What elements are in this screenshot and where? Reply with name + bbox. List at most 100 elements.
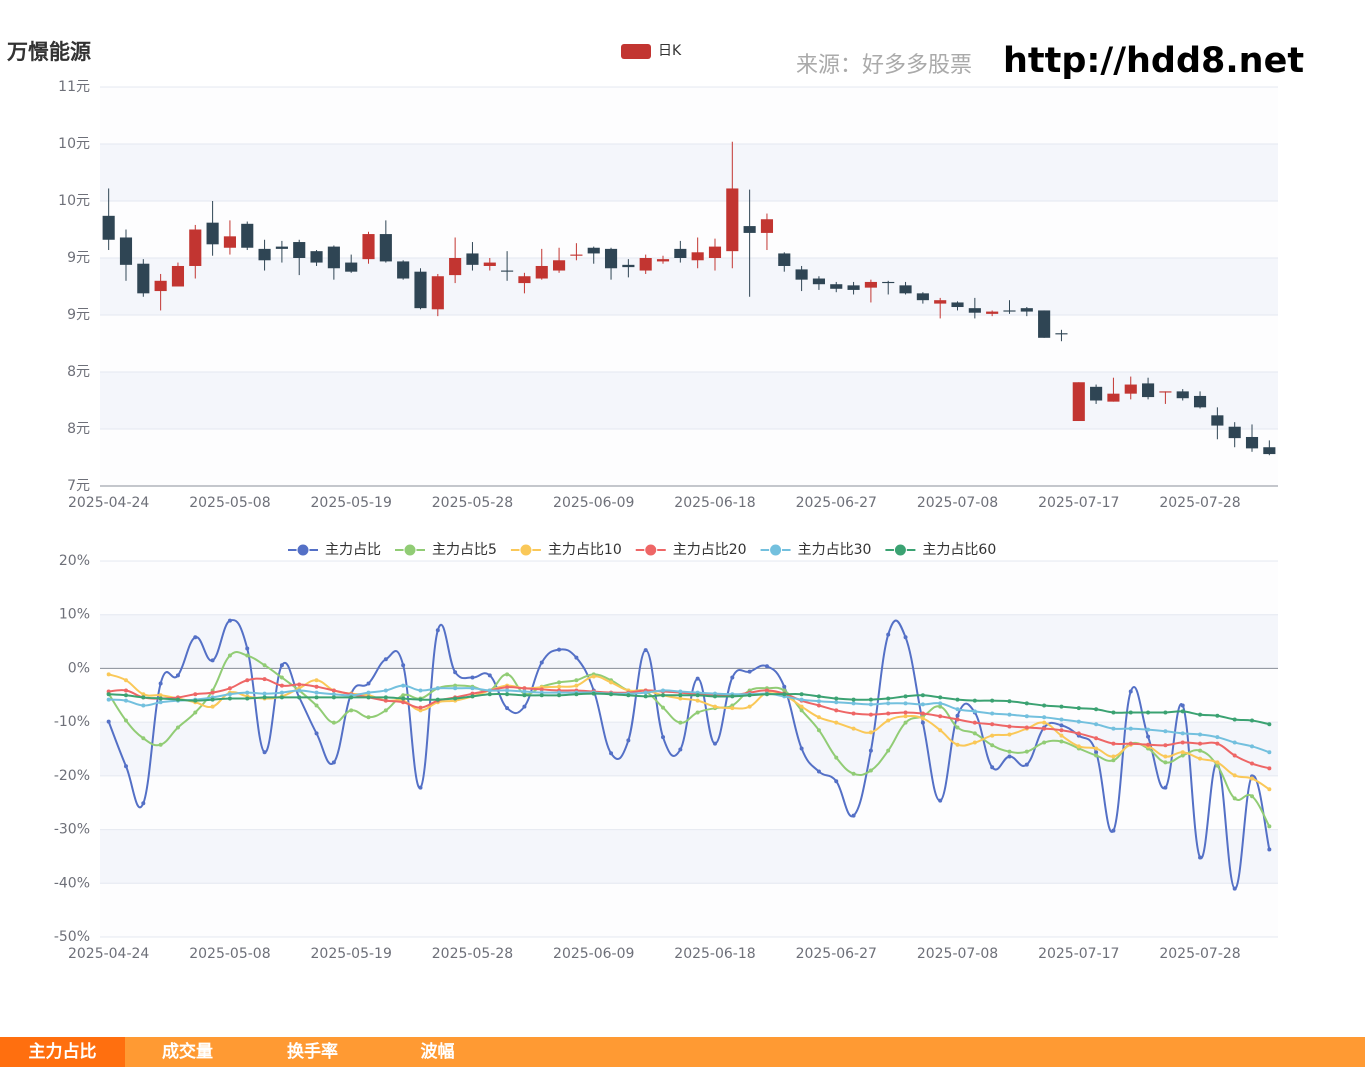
line-point <box>695 676 700 681</box>
line-point <box>834 720 839 725</box>
line-point <box>141 801 146 806</box>
candle-body <box>587 247 600 254</box>
line-point <box>297 688 302 693</box>
legend-label: 主力占比5 <box>432 542 497 558</box>
candle-body <box>760 219 774 233</box>
line-point <box>1215 741 1220 746</box>
tab[interactable]: 成交量 <box>162 1042 213 1062</box>
line-point <box>834 696 839 701</box>
line-point <box>955 725 960 730</box>
candle-body <box>449 258 462 276</box>
line-point <box>782 684 787 689</box>
line-point <box>661 705 666 710</box>
legend-icon <box>621 44 651 59</box>
line-point <box>1215 760 1220 765</box>
line-point <box>938 695 943 700</box>
line-point <box>349 695 354 700</box>
line-point <box>366 681 371 686</box>
line-point <box>661 735 666 740</box>
y-tick-label: 10元 <box>58 136 90 152</box>
line-point <box>851 711 856 716</box>
line-point <box>972 698 977 703</box>
line-point <box>314 695 319 700</box>
line-point <box>972 740 977 745</box>
line-point <box>1180 753 1185 758</box>
line-point <box>782 692 787 697</box>
line-point <box>609 680 614 685</box>
tab[interactable]: 换手率 <box>287 1042 338 1062</box>
legend-label: 主力占比10 <box>548 542 622 558</box>
line-point <box>1163 785 1168 790</box>
line-point <box>990 743 995 748</box>
line-point <box>1059 704 1064 709</box>
line-point <box>678 696 683 701</box>
line-point <box>227 686 232 691</box>
line-point <box>990 722 995 727</box>
line-point <box>383 688 388 693</box>
line-point <box>1267 787 1272 792</box>
y-tick-label: -40% <box>54 875 90 891</box>
legend-icon-dot <box>893 543 907 557</box>
line-point <box>349 708 354 713</box>
x-tick-label: 2025-07-17 <box>1038 946 1119 962</box>
candle-body <box>1072 382 1085 422</box>
line-point <box>557 684 562 689</box>
line-point <box>1024 714 1029 719</box>
line-point <box>1059 717 1064 722</box>
candle-body <box>1003 310 1016 312</box>
line-point <box>816 699 821 704</box>
line-point <box>279 663 284 668</box>
line-point <box>747 693 752 698</box>
line-point <box>245 690 250 695</box>
x-tick-label: 2025-06-09 <box>553 946 634 962</box>
line-point <box>193 698 198 703</box>
candle-body <box>293 242 306 258</box>
x-tick-label: 2025-06-18 <box>674 946 755 962</box>
candle-body <box>431 276 444 310</box>
candle-body <box>206 222 219 245</box>
candle-body <box>223 236 236 248</box>
x-tick-label: 2025-05-08 <box>189 495 270 511</box>
y-tick-label: -10% <box>54 714 90 730</box>
line-point <box>383 698 388 703</box>
line-point <box>868 712 873 717</box>
line-point <box>1111 828 1116 833</box>
line-point <box>279 675 284 680</box>
line-point <box>1232 886 1237 891</box>
line-point <box>505 672 510 677</box>
x-tick-label: 2025-06-27 <box>796 946 877 962</box>
line-point <box>886 696 891 701</box>
line-point <box>851 813 856 818</box>
candle-body <box>1107 393 1120 402</box>
y-tick-label: 10% <box>59 607 90 623</box>
line-point <box>401 700 406 705</box>
y-tick-label: 11元 <box>58 79 90 95</box>
line-point <box>106 697 111 702</box>
tab[interactable]: 主力占比 <box>0 1037 125 1067</box>
candle-body <box>951 302 964 308</box>
line-point <box>886 718 891 723</box>
line-point <box>1094 753 1099 758</box>
line-point <box>643 690 648 695</box>
line-point <box>314 678 319 683</box>
x-tick-label: 2025-07-28 <box>1159 495 1240 511</box>
line-point <box>522 693 527 698</box>
line-point <box>522 689 527 694</box>
line-point <box>903 714 908 719</box>
line-point <box>106 719 111 724</box>
line-point <box>816 694 821 699</box>
line-point <box>609 751 614 756</box>
line-point <box>245 653 250 658</box>
line-point <box>764 692 769 697</box>
line-point <box>955 717 960 722</box>
line-point <box>245 678 250 683</box>
line-point <box>1094 707 1099 712</box>
y-tick-label: 10元 <box>58 193 90 209</box>
candle-body <box>830 284 843 289</box>
candle-body <box>882 281 895 284</box>
tab[interactable]: 波幅 <box>420 1042 455 1062</box>
line-point <box>210 658 215 663</box>
line-point <box>1180 740 1185 745</box>
candle-body <box>1159 391 1172 393</box>
